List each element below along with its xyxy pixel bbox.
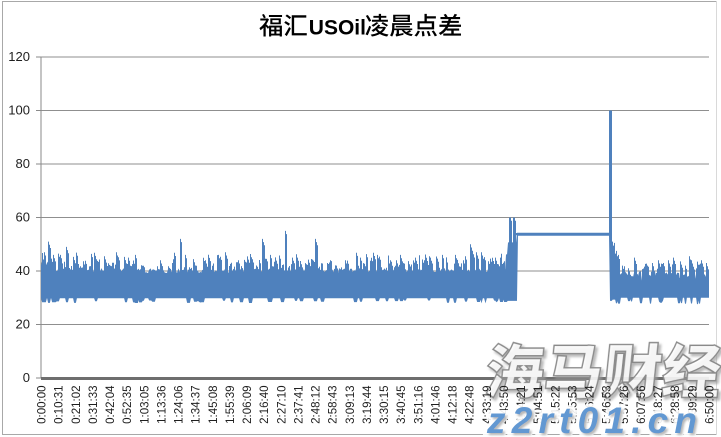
svg-text:120: 120 <box>8 49 30 64</box>
svg-text:4:43:50: 4:43:50 <box>499 386 511 424</box>
svg-text:5:57:26: 5:57:26 <box>619 386 631 424</box>
svg-text:6:39:29: 6:39:29 <box>687 386 699 424</box>
svg-text:2:16:40: 2:16:40 <box>259 386 271 424</box>
svg-text:1:55:39: 1:55:39 <box>225 386 237 424</box>
svg-text:5:36:24: 5:36:24 <box>585 385 597 424</box>
svg-text:3:19:44: 3:19:44 <box>362 385 374 424</box>
svg-text:4:54:21: 4:54:21 <box>516 386 528 424</box>
svg-text:2:48:12: 2:48:12 <box>311 386 323 424</box>
svg-text:1:13:36: 1:13:36 <box>156 386 168 424</box>
svg-text:1:03:05: 1:03:05 <box>139 386 151 424</box>
svg-text:6:07:56: 6:07:56 <box>636 386 648 424</box>
svg-text:z2rt01.cn: z2rt01.cn <box>486 400 703 437</box>
svg-text:100: 100 <box>8 103 30 118</box>
svg-text:1:45:08: 1:45:08 <box>208 386 220 424</box>
svg-text:4:33:19: 4:33:19 <box>482 386 494 424</box>
svg-text:2:58:43: 2:58:43 <box>328 386 340 424</box>
svg-text:3:51:16: 3:51:16 <box>413 386 425 424</box>
svg-text:0:10:31: 0:10:31 <box>54 386 66 424</box>
svg-text:40: 40 <box>16 263 30 278</box>
svg-text:2:37:41: 2:37:41 <box>293 386 305 424</box>
svg-text:6:50:00: 6:50:00 <box>705 386 717 424</box>
svg-text:0:00:00: 0:00:00 <box>37 386 49 424</box>
svg-text:5:25:53: 5:25:53 <box>568 386 580 424</box>
svg-text:0:52:35: 0:52:35 <box>122 386 134 424</box>
svg-text:5:15:22: 5:15:22 <box>550 386 562 424</box>
svg-text:1:34:37: 1:34:37 <box>191 386 203 424</box>
svg-text:80: 80 <box>16 156 30 171</box>
svg-text:6:28:58: 6:28:58 <box>670 386 682 424</box>
svg-text:20: 20 <box>16 317 30 332</box>
svg-text:2:27:10: 2:27:10 <box>276 386 288 424</box>
svg-text:z2rt01.cn: z2rt01.cn <box>486 400 703 437</box>
svg-text:0: 0 <box>23 370 30 385</box>
svg-text:5:04:51: 5:04:51 <box>533 386 545 424</box>
svg-text:4:01:46: 4:01:46 <box>430 386 442 424</box>
svg-text:0:31:33: 0:31:33 <box>88 386 100 424</box>
svg-text:2:06:09: 2:06:09 <box>242 386 254 424</box>
svg-text:1:24:06: 1:24:06 <box>174 386 186 424</box>
svg-text:USOil: USOil <box>309 17 366 40</box>
svg-text:3:09:13: 3:09:13 <box>345 386 357 424</box>
svg-text:6:18:27: 6:18:27 <box>653 386 665 424</box>
svg-text:0:21:02: 0:21:02 <box>71 386 83 424</box>
svg-text:60: 60 <box>16 210 30 225</box>
svg-text:5:46:53: 5:46:53 <box>602 386 614 424</box>
svg-text:3:40:45: 3:40:45 <box>396 386 408 424</box>
svg-text:4:12:18: 4:12:18 <box>448 386 460 424</box>
svg-text:3:30:15: 3:30:15 <box>379 386 391 424</box>
svg-text:0:42:04: 0:42:04 <box>105 385 117 424</box>
svg-text:4:22:48: 4:22:48 <box>465 386 477 424</box>
